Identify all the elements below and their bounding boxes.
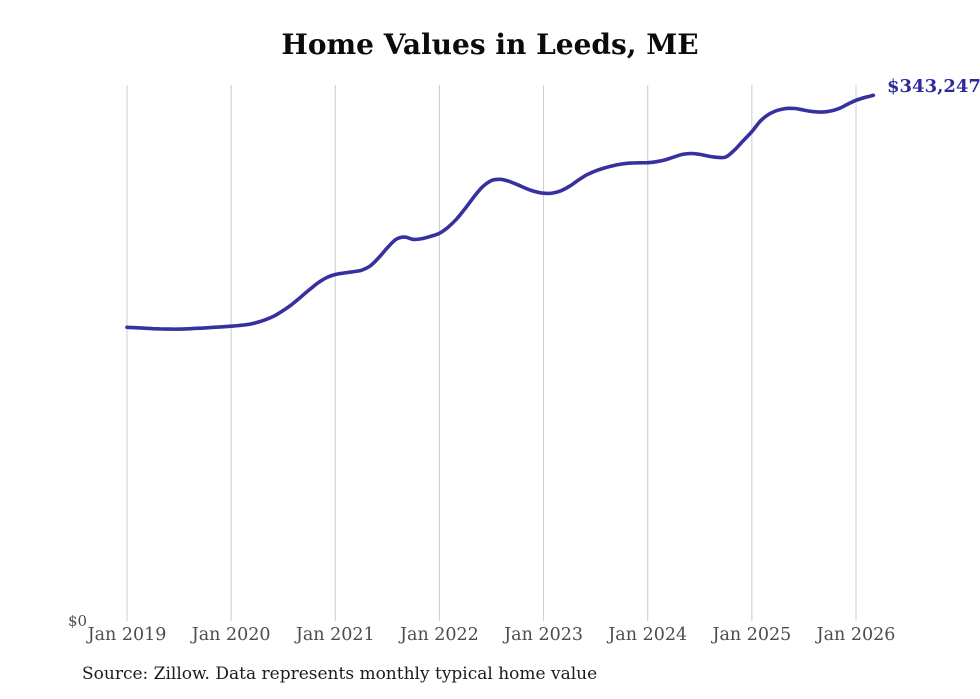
source-note: Source: Zillow. Data represents monthly … [82,664,598,684]
x-tick-label: Jan 2020 [190,625,271,645]
home-value-line [125,93,876,331]
x-tick-label: Jan 2023 [502,625,583,645]
x-tick-label: Jan 2021 [294,625,375,645]
x-tick-label: Jan 2024 [606,625,687,645]
x-tick-label: Jan 2019 [86,625,167,645]
latest-value-label: $343,247 [887,76,980,97]
x-tick-label: Jan 2026 [815,625,896,645]
x-tick-label: Jan 2025 [710,625,791,645]
x-tick-label: Jan 2022 [398,625,479,645]
y-axis-zero-label: $0 [68,612,88,630]
chart-title: Home Values in Leeds, ME [281,28,699,61]
